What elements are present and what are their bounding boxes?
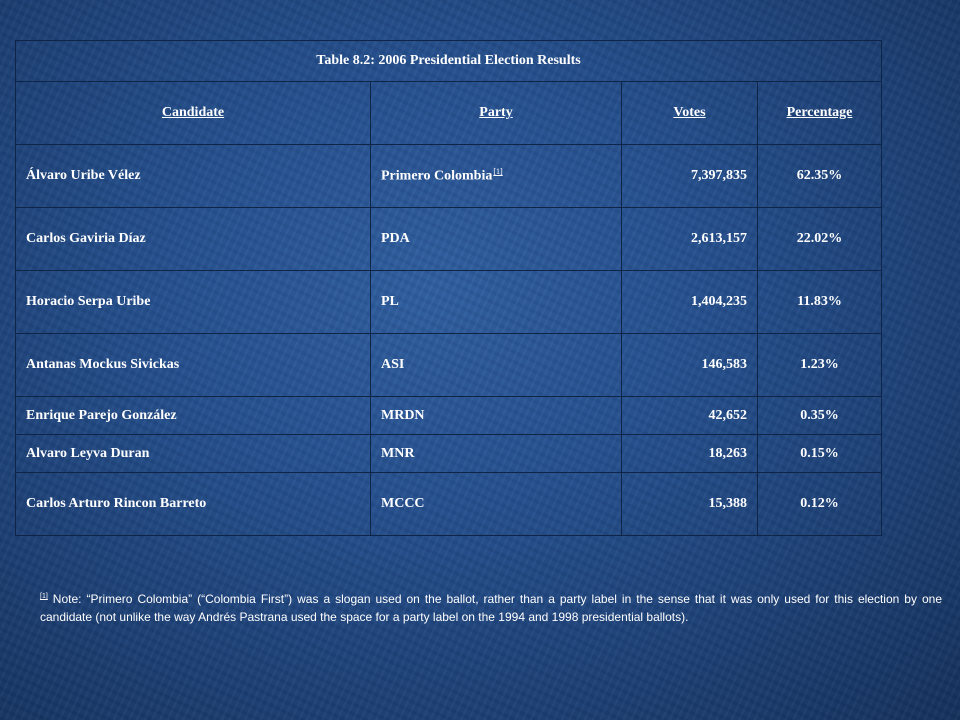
cell-party: ASI [370, 333, 622, 397]
header-percentage: Percentage [757, 81, 882, 145]
cell-party: Primero Colombia[1] [370, 144, 622, 208]
table-row: Alvaro Leyva Duran MNR 18,263 0.15% [15, 434, 882, 473]
cell-percentage: 0.12% [757, 472, 882, 536]
cell-candidate: Antanas Mockus Sivickas [15, 333, 371, 397]
party-name: Primero Colombia [381, 168, 493, 184]
cell-party: MRDN [370, 396, 622, 435]
cell-votes: 146,583 [621, 333, 758, 397]
header-votes: Votes [621, 81, 758, 145]
footnote-link[interactable]: [1] [493, 167, 503, 177]
table-title: Table 8.2: 2006 Presidential Election Re… [15, 40, 882, 82]
table-row: Enrique Parejo González MRDN 42,652 0.35… [15, 396, 882, 435]
table-row: Álvaro Uribe Vélez Primero Colombia[1] 7… [15, 144, 882, 208]
table-header-row: Candidate Party Votes Percentage [15, 81, 882, 145]
table-row: Carlos Arturo Rincon Barreto MCCC 15,388… [15, 472, 882, 536]
table-row: Antanas Mockus Sivickas ASI 146,583 1.23… [15, 333, 882, 397]
table-row: Horacio Serpa Uribe PL 1,404,235 11.83% [15, 270, 882, 334]
cell-percentage: 62.35% [757, 144, 882, 208]
cell-percentage: 11.83% [757, 270, 882, 334]
cell-percentage: 0.15% [757, 434, 882, 473]
cell-votes: 15,388 [621, 472, 758, 536]
footnote-text: Note: “Primero Colombia” (“Colombia Firs… [40, 592, 942, 624]
header-candidate: Candidate [15, 81, 371, 145]
cell-party: MCCC [370, 472, 622, 536]
footnote-marker[interactable]: [1] [40, 593, 48, 600]
cell-percentage: 22.02% [757, 207, 882, 271]
cell-votes: 42,652 [621, 396, 758, 435]
cell-percentage: 0.35% [757, 396, 882, 435]
footnote: [1] Note: “Primero Colombia” (“Colombia … [40, 588, 942, 626]
cell-candidate: Alvaro Leyva Duran [15, 434, 371, 473]
table-title-row: Table 8.2: 2006 Presidential Election Re… [15, 40, 882, 82]
cell-candidate: Enrique Parejo González [15, 396, 371, 435]
cell-candidate: Carlos Arturo Rincon Barreto [15, 472, 371, 536]
cell-candidate: Horacio Serpa Uribe [15, 270, 371, 334]
cell-votes: 2,613,157 [621, 207, 758, 271]
cell-candidate: Álvaro Uribe Vélez [15, 144, 371, 208]
cell-candidate: Carlos Gaviria Díaz [15, 207, 371, 271]
cell-party: PDA [370, 207, 622, 271]
cell-party: MNR [370, 434, 622, 473]
table-row: Carlos Gaviria Díaz PDA 2,613,157 22.02% [15, 207, 882, 271]
cell-votes: 7,397,835 [621, 144, 758, 208]
cell-votes: 18,263 [621, 434, 758, 473]
cell-votes: 1,404,235 [621, 270, 758, 334]
cell-party: PL [370, 270, 622, 334]
election-results-table: Table 8.2: 2006 Presidential Election Re… [15, 40, 882, 536]
cell-percentage: 1.23% [757, 333, 882, 397]
header-party: Party [370, 81, 622, 145]
